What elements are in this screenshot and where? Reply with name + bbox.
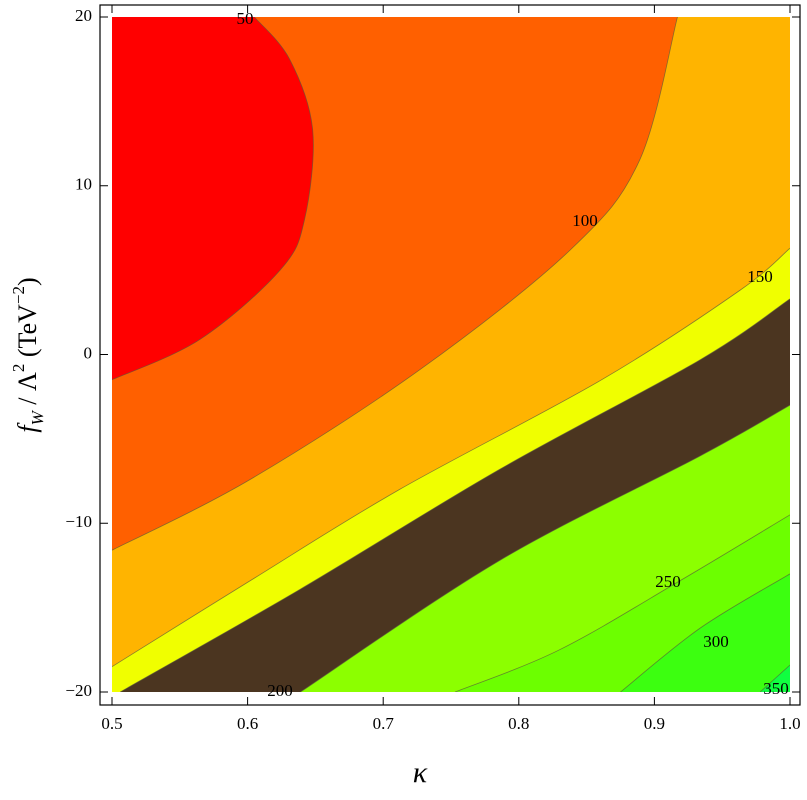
contour-label: 50 [237, 9, 254, 28]
y-label-part: −2 [9, 286, 28, 304]
y-tick-label: 0 [84, 343, 93, 362]
contour-label: 300 [703, 632, 729, 651]
y-tick-label: −20 [65, 681, 92, 700]
x-axis-label: κ [413, 756, 428, 789]
y-label-part: f [13, 422, 42, 433]
contour-line [300, 404, 790, 692]
contour-label: 350 [763, 679, 789, 698]
contour-label: 150 [747, 267, 773, 286]
plot-area [112, 17, 790, 692]
y-label-part: W [28, 409, 47, 425]
x-tick-label: 1.0 [779, 714, 800, 733]
x-tick-label: 0.7 [373, 714, 395, 733]
x-tick-label: 0.6 [237, 714, 258, 733]
contour-line [454, 514, 790, 692]
x-tick-label: 0.8 [508, 714, 529, 733]
contour-line [759, 664, 790, 692]
y-label-part: 2 [9, 364, 28, 373]
y-axis-label: fW / Λ2 (TeV−2) [9, 277, 47, 432]
x-tick-label: 0.9 [644, 714, 665, 733]
y-tick-label: −10 [65, 512, 92, 531]
x-tick-label: 0.5 [101, 714, 122, 733]
contour-line [620, 573, 790, 692]
y-label-part: (TeV [13, 304, 42, 364]
y-tick-label: 10 [75, 175, 92, 194]
region [620, 573, 790, 692]
contour-line [112, 17, 678, 551]
contour-line [112, 247, 790, 668]
contour-label: 250 [655, 572, 681, 591]
contour-label: 200 [267, 681, 293, 700]
contour-line [119, 298, 790, 692]
y-tick-label: 20 [75, 6, 92, 25]
y-label-part: / Λ [13, 372, 42, 411]
contour-label: 100 [572, 211, 598, 230]
y-label-part: ) [13, 277, 42, 286]
contour-line [112, 17, 314, 381]
